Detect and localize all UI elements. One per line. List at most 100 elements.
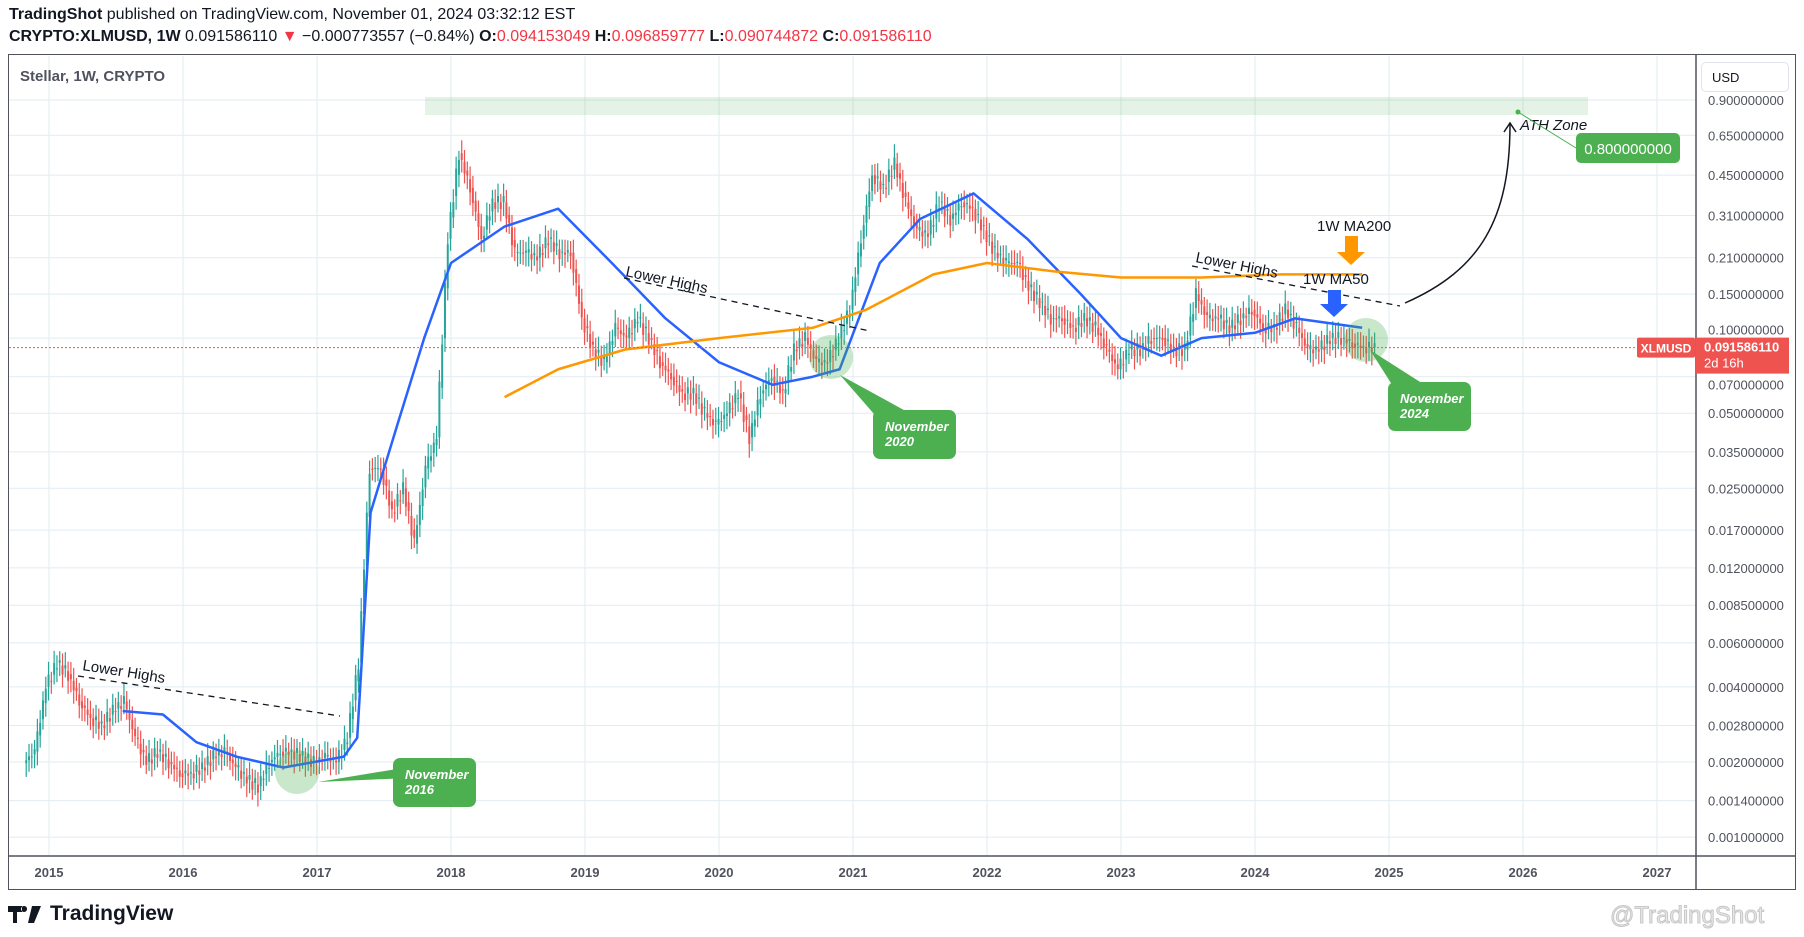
candle-body (658, 356, 661, 369)
candle-body (50, 680, 53, 682)
candle-body (184, 770, 187, 774)
candle-body (1024, 275, 1027, 278)
candle-body (114, 711, 117, 713)
candle-body (469, 179, 472, 193)
candle-body (1038, 298, 1041, 308)
candle-body (882, 184, 885, 186)
candle-body (1046, 308, 1049, 310)
candle-body (1365, 347, 1368, 354)
price-tag (1696, 337, 1789, 374)
candle-body (307, 753, 310, 759)
candle-body (644, 326, 647, 329)
x-tick-label: 2019 (571, 865, 600, 880)
y-tick-label: 0.025000000 (1708, 481, 1784, 496)
candle-body (418, 504, 421, 525)
candle-body (460, 153, 463, 160)
candle-body (656, 350, 659, 352)
candle-body (1100, 333, 1103, 336)
november-2016-text: November (405, 767, 470, 782)
ma200-label: 1W MA200 (1317, 218, 1391, 235)
candle-body (1239, 320, 1242, 326)
candle-body (670, 373, 673, 380)
candle-body (441, 344, 444, 388)
candle-body (586, 326, 589, 329)
candle-body (1270, 327, 1273, 333)
candle-body (379, 468, 382, 470)
candle-body (78, 694, 81, 706)
candle-body (901, 183, 904, 198)
candle-body (1314, 346, 1317, 350)
candle-body (1002, 257, 1005, 265)
candle-body (711, 418, 714, 426)
candle-body (72, 680, 75, 691)
candle-body (1178, 343, 1181, 350)
candle-body (1111, 354, 1114, 362)
candle-body (667, 369, 670, 372)
candle-body (61, 665, 64, 675)
candle-body (248, 775, 251, 780)
candle-body (912, 216, 915, 225)
candle-body (996, 252, 999, 259)
candle-body (1083, 313, 1086, 321)
down-arrow-icon (1337, 236, 1365, 265)
candle-body (1253, 309, 1256, 317)
candle-body (103, 725, 106, 729)
author[interactable]: TradingShot (9, 6, 103, 23)
candle-body (203, 767, 206, 771)
candle-body (801, 343, 804, 347)
candle-body (304, 756, 307, 764)
y-tick-label: 0.001400000 (1708, 794, 1784, 809)
candle-body (159, 749, 162, 752)
candle-body (36, 731, 39, 752)
candle-body (39, 722, 42, 736)
candle-body (131, 719, 134, 730)
x-tick-label: 2025 (1375, 865, 1404, 880)
candle-body (167, 759, 170, 769)
candle-body (1317, 349, 1320, 352)
ma50-label: 1W MA50 (1303, 271, 1369, 288)
candle-body (25, 760, 28, 764)
currency-selector[interactable]: USD (1701, 62, 1789, 92)
candle-body (508, 214, 511, 224)
watermark: @TradingShot (1609, 902, 1765, 930)
candle-body (499, 202, 502, 210)
candle-body (162, 754, 165, 763)
candle-body (1373, 343, 1376, 348)
candle-body (1125, 349, 1128, 360)
candle-body (647, 333, 650, 345)
candle-body (69, 674, 72, 680)
candle-body (1158, 337, 1161, 339)
candle-body (173, 764, 176, 770)
candle-body (1013, 262, 1016, 264)
november-2020-text: 2020 (884, 434, 915, 449)
candle-body (698, 397, 701, 399)
candle-body (33, 749, 36, 755)
candle-body (1130, 343, 1133, 350)
candle-body (256, 784, 259, 793)
ath-price-box (1576, 133, 1680, 163)
candle-body (770, 378, 773, 381)
candle-body (1348, 339, 1351, 341)
candle-body (1194, 288, 1197, 308)
candle-body (86, 709, 89, 715)
candle-body (823, 360, 826, 363)
candle-body (1133, 349, 1136, 357)
candle-body (1217, 318, 1220, 320)
candle-body (1119, 358, 1122, 370)
ath-point (1515, 109, 1521, 115)
chart-frame (8, 54, 1796, 890)
candle-body (1021, 269, 1024, 280)
candle-body (988, 235, 991, 237)
candle-body (639, 317, 642, 319)
y-tick-label: 0.070000000 (1708, 378, 1784, 393)
november-2024-box (1388, 382, 1471, 431)
candle-body (910, 209, 913, 216)
candle-body (1337, 332, 1340, 339)
candle-body (1326, 335, 1329, 344)
tradingview-logo[interactable]: TradingView (8, 902, 173, 926)
candle-body (1147, 336, 1150, 344)
candle-body (148, 753, 151, 762)
candle-body (762, 390, 765, 394)
candle-body (862, 225, 865, 239)
